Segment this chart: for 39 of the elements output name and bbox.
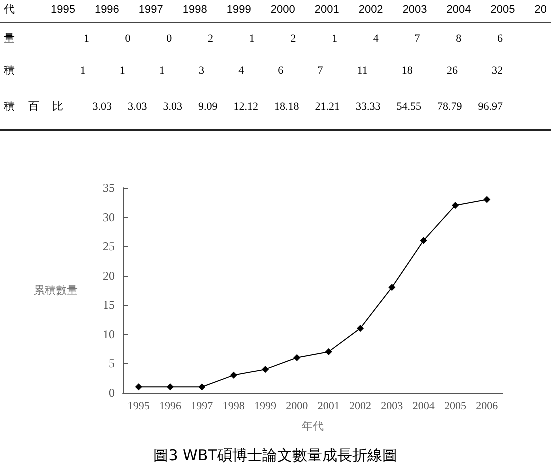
text: 積 1 1 1 3 4 6 7 11 18 26 32 bbox=[3, 64, 504, 79]
point bbox=[420, 237, 428, 244]
point bbox=[167, 384, 174, 391]
x-axis-title: 年代 bbox=[302, 420, 324, 433]
y-tick-label: 30 bbox=[103, 210, 115, 224]
point bbox=[198, 384, 206, 391]
x-tick-label: 2004 bbox=[412, 400, 436, 412]
point bbox=[294, 354, 301, 362]
y-tick-label: 5 bbox=[109, 356, 115, 371]
point bbox=[230, 372, 238, 379]
x-tick-label: 1995 bbox=[128, 400, 150, 412]
y-tick-label: 10 bbox=[103, 327, 115, 342]
x-tick-label: 1997 bbox=[191, 400, 214, 412]
point bbox=[357, 325, 364, 332]
point bbox=[262, 366, 269, 374]
x-tick-label: 2000 bbox=[286, 400, 309, 412]
x-tick-label: 2003 bbox=[381, 400, 404, 412]
x-tick-label: 2006 bbox=[476, 400, 499, 412]
x-tick-label: 2001 bbox=[318, 400, 340, 412]
x-tick-label: 2005 bbox=[444, 400, 467, 412]
y-tick-label: 15 bbox=[103, 298, 115, 312]
x-tick-label: 1999 bbox=[254, 400, 277, 412]
x-tick-label: 1998 bbox=[222, 400, 246, 412]
text: 圖3 WBT碩博士論文數量成長折線圖 bbox=[154, 446, 398, 464]
point bbox=[325, 348, 332, 356]
text: 量 1 0 0 2 1 2 1 4 7 8 6 bbox=[3, 32, 504, 47]
text: 積百比 3.03 3.03 3.03 9.09 12.12 18.18 21.21 33.33 54.55 78.79 96.97 bbox=[0, 87, 551, 131]
text: 代 1995 1996 1997 1998 1999 2000 2001 2002 2003 2004 2005 20 bbox=[0, 0, 551, 23]
y-tick-label: 35 bbox=[103, 181, 115, 195]
y-tick-label: 25 bbox=[103, 240, 115, 254]
point bbox=[135, 384, 142, 391]
point bbox=[452, 202, 459, 210]
y-axis-title: 累積數量 bbox=[34, 284, 78, 297]
y-tick-label: 20 bbox=[103, 268, 115, 283]
x-tick-label: 1996 bbox=[160, 400, 182, 412]
y-tick-label: 0 bbox=[109, 386, 115, 400]
point bbox=[388, 284, 396, 292]
point bbox=[484, 196, 491, 204]
x-tick-label: 2002 bbox=[350, 400, 372, 412]
